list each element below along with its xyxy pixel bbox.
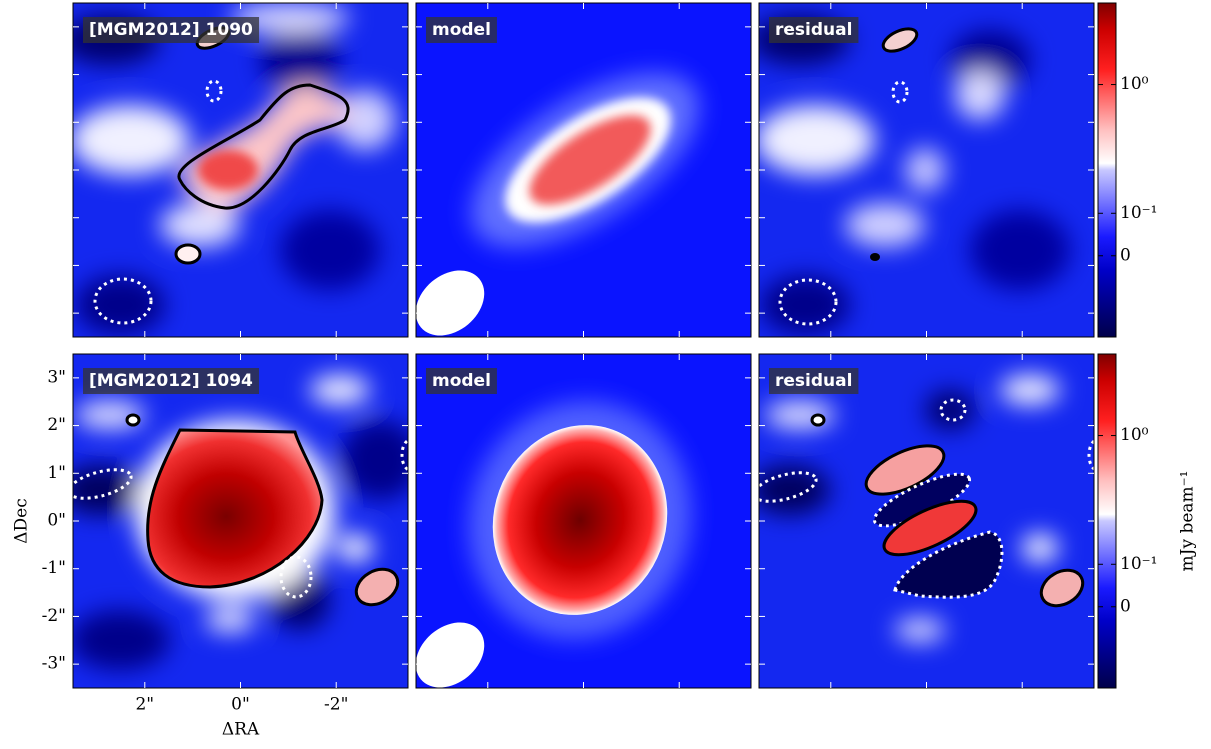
y-tick-label: 1" bbox=[47, 463, 66, 483]
image-panel bbox=[416, 354, 751, 688]
panel-title: residual bbox=[775, 20, 852, 40]
y-tick-label: -1" bbox=[42, 558, 66, 578]
x-tick-label: 2" bbox=[135, 695, 154, 715]
colorbar-tick-label: 0 bbox=[1120, 245, 1131, 265]
y-tick-label: -2" bbox=[42, 606, 66, 626]
colorbar bbox=[1097, 353, 1117, 689]
panel-title: [MGM2012] 1090 bbox=[89, 20, 253, 40]
image-panel bbox=[759, 3, 1094, 337]
title-box bbox=[769, 368, 859, 394]
image-panel bbox=[416, 3, 751, 337]
title-box bbox=[426, 17, 497, 43]
colorbar-tick-label: 0 bbox=[1120, 596, 1131, 616]
panel-title: model bbox=[432, 20, 491, 40]
title-box bbox=[83, 368, 260, 394]
colorbar-tick-label: 10⁰ bbox=[1120, 74, 1149, 94]
y-tick-label: 0" bbox=[47, 511, 66, 531]
y-tick-label: -3" bbox=[42, 654, 66, 674]
image-panel bbox=[759, 354, 1094, 688]
x-tick-label: 0" bbox=[231, 695, 250, 715]
title-box bbox=[426, 368, 497, 394]
colorbar-tick-label: 10⁻¹ bbox=[1120, 203, 1157, 223]
image-panel bbox=[73, 354, 408, 688]
image-panel bbox=[73, 3, 408, 337]
panel-title: model bbox=[432, 371, 491, 391]
colorbar bbox=[1097, 2, 1117, 338]
x-tick-label: -2" bbox=[324, 695, 348, 715]
y-axis-label: ΔDec bbox=[12, 498, 32, 544]
colorbar-tick-label: 10⁰ bbox=[1120, 425, 1149, 445]
title-box bbox=[769, 17, 859, 43]
panel-title: [MGM2012] 1094 bbox=[89, 371, 253, 391]
y-tick-label: 3" bbox=[47, 367, 66, 387]
colorbar-tick-label: 10⁻¹ bbox=[1120, 554, 1157, 574]
panel-title: residual bbox=[775, 371, 852, 391]
title-box bbox=[83, 17, 260, 43]
y-tick-label: 2" bbox=[47, 415, 66, 435]
colorbar-label: mJy beam⁻¹ bbox=[1178, 471, 1198, 572]
x-axis-label: ΔRA bbox=[222, 720, 260, 740]
